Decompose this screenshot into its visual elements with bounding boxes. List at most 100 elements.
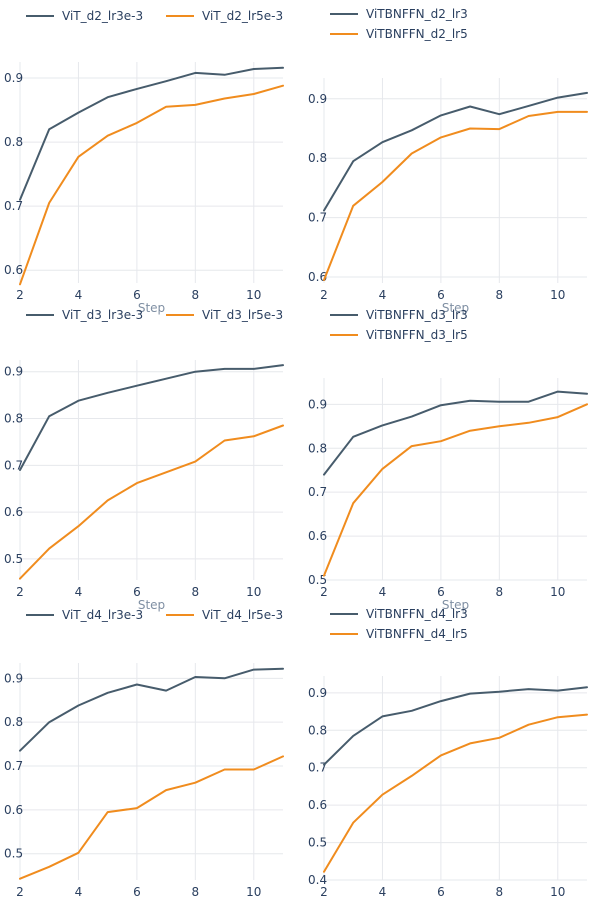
y-tick-label: 0.5 bbox=[308, 836, 327, 850]
series-line-2 bbox=[19, 84, 284, 286]
y-tick-label: 0.6 bbox=[308, 798, 327, 812]
y-tick-label: 0.7 bbox=[308, 211, 327, 225]
x-tick-label: 2 bbox=[16, 288, 24, 302]
y-tick-label: 0.9 bbox=[4, 671, 23, 685]
x-tick-label: 8 bbox=[192, 585, 200, 599]
x-tick-label: 6 bbox=[133, 288, 141, 302]
y-tick-label: 0.6 bbox=[308, 529, 327, 543]
legend-label-1: ViT_d2_lr3e-3 bbox=[62, 9, 143, 23]
x-tick-label: 2 bbox=[16, 585, 24, 599]
legend-label-2: ViTBNFFN_d3_lr5 bbox=[366, 328, 468, 342]
x-tick-label: 10 bbox=[246, 585, 261, 599]
series-line-2 bbox=[19, 755, 284, 880]
series-line-1 bbox=[19, 667, 284, 752]
x-tick-label: 4 bbox=[379, 288, 387, 302]
x-tick-label: 10 bbox=[550, 885, 565, 899]
legend-label-2: ViT_d3_lr5e-3 bbox=[202, 308, 283, 322]
y-tick-label: 0.8 bbox=[308, 151, 327, 165]
legend-label-1: ViT_d3_lr3e-3 bbox=[62, 308, 143, 322]
x-tick-label: 10 bbox=[246, 288, 261, 302]
y-tick-label: 0.6 bbox=[4, 803, 23, 817]
y-tick-label: 0.7 bbox=[4, 458, 23, 472]
x-tick-label: 4 bbox=[75, 885, 83, 899]
series-line-1 bbox=[19, 364, 284, 471]
x-axis-title: Step bbox=[138, 301, 165, 315]
y-tick-label: 0.8 bbox=[308, 723, 327, 737]
legend-label-1: ViT_d4_lr3e-3 bbox=[62, 608, 143, 622]
y-tick-label: 0.6 bbox=[4, 505, 23, 519]
x-tick-label: 10 bbox=[550, 585, 565, 599]
y-tick-label: 0.8 bbox=[4, 412, 23, 426]
y-tick-label: 0.9 bbox=[4, 365, 23, 379]
y-tick-label: 0.7 bbox=[308, 761, 327, 775]
x-tick-label: 8 bbox=[496, 885, 504, 899]
x-tick-label: 2 bbox=[320, 885, 328, 899]
x-tick-label: 8 bbox=[496, 288, 504, 302]
y-tick-label: 0.6 bbox=[308, 270, 327, 284]
series-line-2 bbox=[323, 713, 588, 873]
x-tick-label: 8 bbox=[192, 885, 200, 899]
y-tick-label: 0.4 bbox=[308, 873, 327, 887]
x-tick-label: 8 bbox=[192, 288, 200, 302]
series-line-2 bbox=[19, 424, 284, 580]
x-tick-label: 6 bbox=[133, 585, 141, 599]
legend-label-2: ViTBNFFN_d2_lr5 bbox=[366, 27, 468, 41]
legend-label-1: ViTBNFFN_d3_lr3 bbox=[366, 308, 468, 322]
chart-panel-4: 0.5 0.6 0.7 0.8 0.9 2 4 6 8 10 Step ViTBNFFN_d3_lr3… bbox=[308, 308, 588, 612]
y-tick-label: 0.6 bbox=[4, 263, 23, 277]
y-tick-label: 0.8 bbox=[4, 715, 23, 729]
y-tick-label: 0.7 bbox=[308, 485, 327, 499]
legend: ViTBNFFN_d2_lr3 ViTBNFFN_d2_lr5 bbox=[330, 7, 468, 41]
chart-panel-2: 0.60.70.80.92 4 6 8 10StepViTBNFFN_d2_lr3ViT… bbox=[308, 7, 588, 315]
x-tick-label: 4 bbox=[75, 288, 83, 302]
chart-panel-6: 0.40.50.60.70.80.9246810StepViTBNFFN_d4_… bbox=[308, 607, 588, 904]
series-line-1 bbox=[19, 66, 284, 201]
y-tick-label: 0.5 bbox=[4, 552, 23, 566]
legend-label-2: ViT_d4_lr5e-3 bbox=[202, 608, 283, 622]
legend-label-2: ViTBNFFN_d4_lr5 bbox=[366, 627, 468, 641]
y-tick-label: 0.5 bbox=[308, 573, 327, 587]
x-tick-label: 4 bbox=[75, 585, 83, 599]
x-tick-label: 4 bbox=[379, 585, 387, 599]
y-tick-label: 0.5 bbox=[4, 847, 23, 861]
y-tick-label: 0.9 bbox=[4, 71, 23, 85]
x-tick-label: 6 bbox=[133, 885, 141, 899]
x-tick-label: 4 bbox=[379, 885, 387, 899]
x-tick-label: 2 bbox=[16, 885, 24, 899]
series-line-1 bbox=[323, 91, 588, 212]
chart-panel-5: 0.50.60.70.80.9246810StepViT_d4_lr3e-3Vi… bbox=[4, 608, 284, 904]
series-line-1 bbox=[323, 686, 588, 766]
y-tick-label: 0.8 bbox=[308, 441, 327, 455]
legend: ViT_d4_lr3e-3 ViT_d4_lr5e-3 bbox=[26, 608, 283, 622]
x-tick-label: 6 bbox=[437, 288, 445, 302]
legend-label-2: ViT_d2_lr5e-3 bbox=[202, 9, 283, 23]
y-tick-label: 0.7 bbox=[4, 199, 23, 213]
series-line-2 bbox=[323, 403, 588, 577]
x-tick-label: 8 bbox=[496, 585, 504, 599]
y-tick-label: 0.9 bbox=[308, 92, 327, 106]
x-axis-title: Step bbox=[442, 301, 469, 315]
legend: ViTBNFFN_d4_lr3 ViTBNFFN_d4_lr5 bbox=[330, 607, 468, 641]
x-tick-label: 6 bbox=[437, 885, 445, 899]
series-line-2 bbox=[323, 110, 588, 281]
series-line-1 bbox=[323, 390, 588, 476]
x-tick-label: 10 bbox=[550, 288, 565, 302]
legend: ViT_d3_lr3e-3 ViT_d3_lr5e-3 bbox=[26, 308, 283, 322]
y-tick-label: 0.9 bbox=[308, 686, 327, 700]
x-tick-label: 10 bbox=[246, 885, 261, 899]
y-tick-label: 0.9 bbox=[308, 397, 327, 411]
y-tick-label: 0.7 bbox=[4, 759, 23, 773]
x-axis-title: Step bbox=[138, 598, 165, 612]
x-axis-title: Step bbox=[442, 598, 469, 612]
x-tick-label: 6 bbox=[437, 585, 445, 599]
legend-label-1: ViTBNFFN_d4_lr3 bbox=[366, 607, 468, 621]
x-tick-label: 2 bbox=[320, 585, 328, 599]
legend: ViT_d2_lr3e-3 ViT_d2_lr5e-3 bbox=[26, 9, 283, 23]
legend-label-1: ViTBNFFN_d2_lr3 bbox=[366, 7, 468, 21]
legend: ViTBNFFN_d3_lr3 ViTBNFFN_d3_lr5 bbox=[330, 308, 468, 342]
y-tick-label: 0.8 bbox=[4, 135, 23, 149]
